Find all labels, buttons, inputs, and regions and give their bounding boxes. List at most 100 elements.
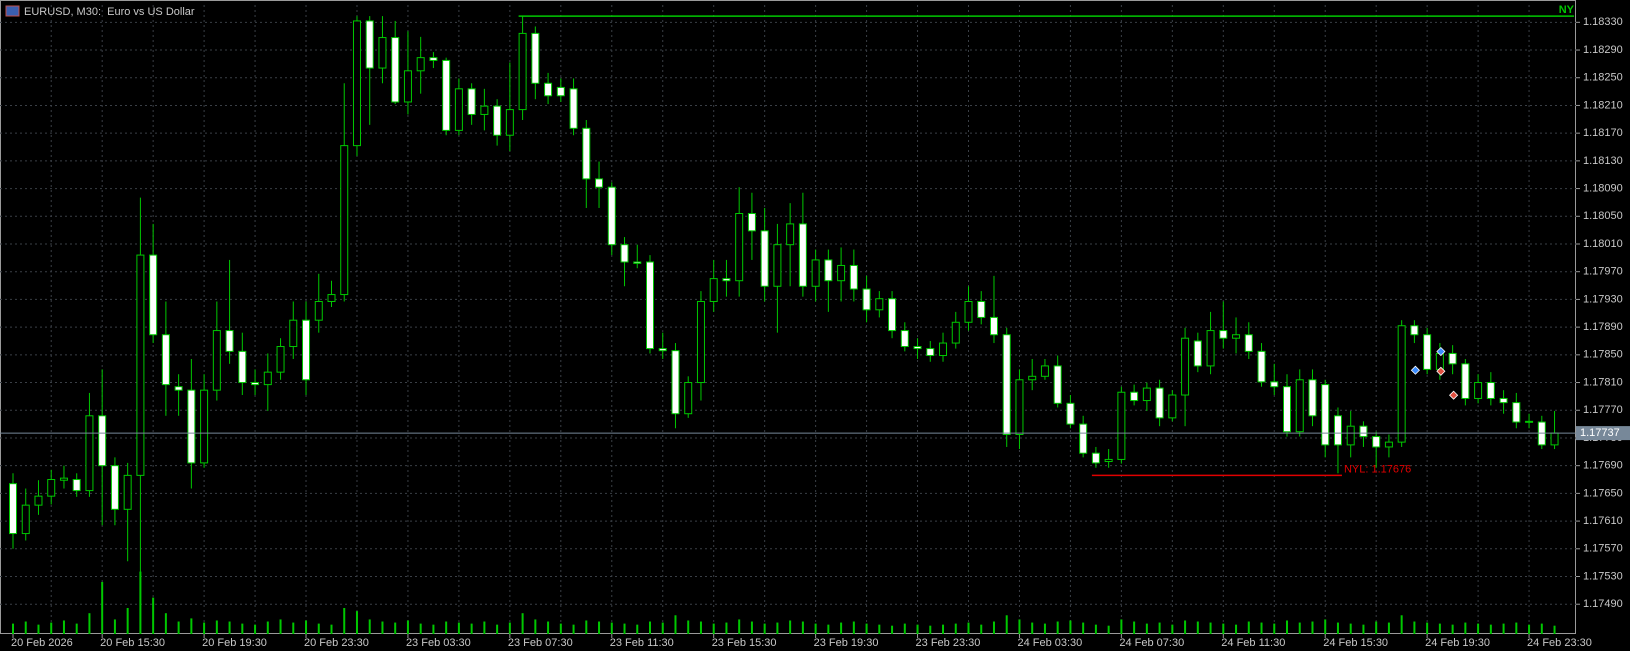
volume-bar bbox=[1031, 622, 1034, 634]
candle-body bbox=[926, 348, 935, 357]
volume-bar bbox=[37, 624, 40, 634]
y-tick-label: 1.18290 bbox=[1583, 44, 1623, 56]
candle-body bbox=[1066, 402, 1075, 425]
candle-body bbox=[72, 479, 81, 492]
volume-bar bbox=[254, 624, 257, 634]
candle-body bbox=[1461, 363, 1470, 399]
y-tick-label: 1.18330 bbox=[1583, 16, 1623, 28]
candle-body bbox=[1142, 387, 1151, 402]
candle-body bbox=[263, 371, 272, 386]
volume-bar bbox=[1222, 623, 1225, 634]
candle-body bbox=[939, 342, 948, 357]
candle-body bbox=[862, 288, 871, 311]
candle-body bbox=[1015, 379, 1024, 435]
candle-body bbox=[658, 348, 667, 352]
x-tick-label: 20 Feb 19:30 bbox=[202, 637, 267, 649]
volume-bar bbox=[470, 623, 473, 634]
volume-bar bbox=[1426, 622, 1429, 634]
symbol-icon bbox=[5, 5, 20, 17]
volume-bar bbox=[24, 621, 27, 634]
candle-body bbox=[467, 88, 476, 115]
candle-body bbox=[977, 300, 986, 318]
volume-bar bbox=[177, 621, 180, 634]
candle-body bbox=[1104, 458, 1113, 463]
candle-body bbox=[1028, 375, 1037, 381]
candle-body bbox=[1040, 365, 1049, 377]
candle-body bbox=[556, 86, 565, 97]
volume-bar bbox=[1082, 622, 1085, 634]
volume-bar bbox=[547, 621, 550, 634]
volume-bar bbox=[1018, 619, 1021, 634]
candle-body bbox=[1410, 325, 1419, 336]
candle-body bbox=[849, 264, 858, 290]
candle-body bbox=[773, 244, 782, 287]
candle-body bbox=[1155, 387, 1164, 419]
volume-bar bbox=[852, 621, 855, 634]
candle-body bbox=[607, 186, 616, 246]
volume-bar bbox=[394, 622, 397, 634]
volume-bar bbox=[1400, 615, 1403, 634]
volume-bar bbox=[1209, 622, 1212, 634]
volume-bar bbox=[1464, 622, 1467, 634]
candle-body bbox=[161, 334, 170, 386]
volume-bar bbox=[661, 622, 664, 634]
candle-body bbox=[671, 350, 680, 415]
volume-bar bbox=[1336, 622, 1339, 634]
volume-bar bbox=[1005, 615, 1008, 634]
volume-bar bbox=[1196, 621, 1199, 634]
volume-bar bbox=[789, 620, 792, 634]
volume-bar bbox=[381, 621, 384, 634]
volume-bar bbox=[419, 623, 422, 634]
volume-bar bbox=[598, 621, 601, 634]
candle-body bbox=[722, 278, 731, 282]
candle-body bbox=[47, 479, 56, 497]
volume-bar bbox=[279, 619, 282, 634]
volume-bar bbox=[1349, 623, 1352, 634]
candle-body bbox=[493, 105, 502, 136]
x-tick-label: 20 Feb 23:30 bbox=[304, 637, 369, 649]
volume-bar bbox=[152, 597, 155, 634]
volume-bar bbox=[139, 571, 142, 634]
volume-bar bbox=[610, 622, 613, 634]
candle-body bbox=[1219, 330, 1228, 339]
volume-bar bbox=[1107, 625, 1110, 634]
volume-bar bbox=[101, 582, 104, 634]
x-tick-label: 23 Feb 23:30 bbox=[916, 637, 981, 649]
candle-body bbox=[633, 261, 642, 264]
candle-body bbox=[352, 20, 361, 147]
volume-bar bbox=[840, 622, 843, 634]
candle-body bbox=[735, 213, 744, 282]
candle-body bbox=[289, 319, 298, 348]
volume-bar bbox=[88, 613, 91, 634]
candle-body bbox=[595, 178, 604, 188]
volume-bar bbox=[406, 620, 409, 634]
candle-body bbox=[1244, 334, 1253, 352]
volume-bar bbox=[1528, 624, 1531, 634]
volume-bar bbox=[954, 623, 957, 634]
candle-body bbox=[582, 127, 591, 180]
trade-marker bbox=[1436, 366, 1446, 376]
candle-body bbox=[1512, 402, 1521, 423]
candle-body bbox=[21, 504, 30, 535]
x-tick-label: 24 Feb 15:30 bbox=[1323, 637, 1388, 649]
candle-body bbox=[187, 389, 196, 464]
candle-body bbox=[123, 474, 132, 510]
volume-bar bbox=[521, 613, 524, 634]
candle-body bbox=[824, 259, 833, 282]
y-tick-label: 1.17570 bbox=[1583, 543, 1623, 555]
volume-bar bbox=[343, 608, 346, 634]
volume-bar bbox=[750, 621, 753, 634]
y-tick-label: 1.18170 bbox=[1583, 127, 1623, 139]
volume-bar bbox=[559, 623, 562, 634]
y-tick-label: 1.18250 bbox=[1583, 72, 1623, 84]
candle-body bbox=[1295, 379, 1304, 433]
candle-body bbox=[989, 316, 998, 336]
candle-body bbox=[340, 145, 349, 296]
candle-body bbox=[391, 37, 400, 103]
volume-bar bbox=[776, 622, 779, 634]
volume-bar bbox=[457, 622, 460, 634]
candle-body bbox=[951, 321, 960, 344]
volume-bar bbox=[967, 622, 970, 634]
plot-frame bbox=[0, 0, 1576, 634]
